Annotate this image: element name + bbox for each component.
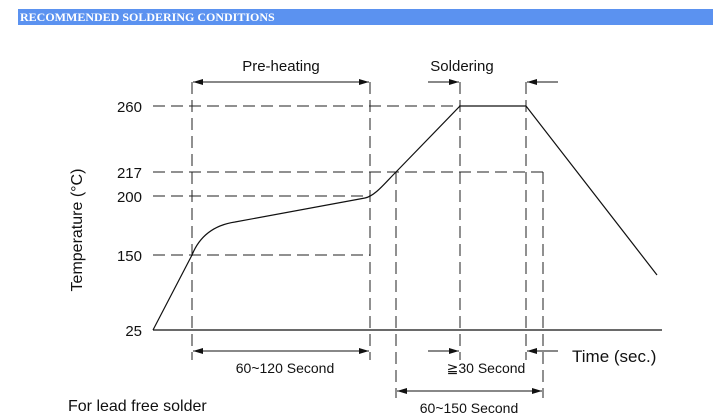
preheat-time-label: 60~120 Second [236, 360, 334, 376]
temperature-profile-curve [152, 105, 658, 331]
x-axis-label: Time (sec.) [572, 347, 656, 366]
lead-free-note: For lead free solder [68, 398, 207, 415]
liquidus-time-label: 60~150 Second [420, 400, 518, 416]
y-tick-label-25: 25 [125, 323, 142, 340]
preheating-label: Pre-heating [242, 58, 320, 75]
peak-time-label: ≧30 Second [447, 360, 526, 376]
y-tick-label-200: 200 [117, 189, 142, 206]
y-tick-label-150: 150 [117, 248, 142, 265]
temperature-reference-lines [153, 105, 543, 256]
section-header: RECOMMENDED SOLDERING CONDITIONS [18, 9, 713, 25]
y-axis-label: Temperature (°C) [69, 169, 86, 292]
time-reference-lines [191, 82, 544, 398]
y-tick-label-260: 260 [117, 99, 142, 116]
soldering-label: Soldering [430, 58, 493, 75]
y-tick-label-217: 217 [117, 165, 142, 182]
